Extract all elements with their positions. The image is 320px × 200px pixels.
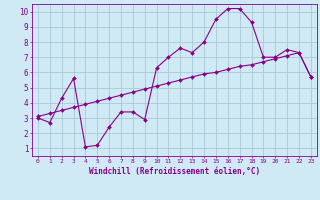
- X-axis label: Windchill (Refroidissement éolien,°C): Windchill (Refroidissement éolien,°C): [89, 167, 260, 176]
